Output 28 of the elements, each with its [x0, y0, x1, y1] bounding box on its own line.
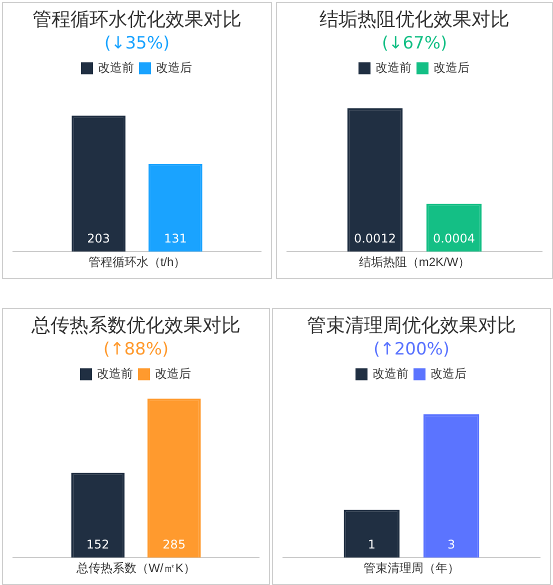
legend-label: 改造后	[430, 366, 466, 381]
chart-subtitle: (↓35%)	[104, 33, 170, 54]
chart-subtitle: (↓67%)	[382, 33, 448, 54]
x-axis-title: 结垢热阻（m2K/W）	[358, 255, 470, 270]
legend-label: 改造后	[434, 60, 470, 75]
x-axis-title: 管程循环水（t/h）	[88, 255, 186, 270]
legend-label: 改造前	[97, 366, 133, 381]
data-label: 131	[164, 232, 187, 246]
chart-subtitle: (↑200%)	[373, 339, 450, 360]
data-label: 0.0012	[354, 232, 396, 246]
x-axis-title: 管束清理周（年）	[364, 561, 460, 576]
chart-subtitle: (↑88%)	[103, 339, 169, 360]
data-label: 203	[87, 232, 110, 246]
data-label: 152	[86, 538, 110, 552]
legend-label: 改造后	[155, 366, 191, 381]
chart-title: 管束清理周优化效果对比	[307, 314, 516, 336]
chart-title: 总传热系数优化效果对比	[30, 314, 240, 336]
data-label: 285	[162, 538, 186, 552]
x-axis-title: 总传热系数（W/㎡K）	[76, 561, 196, 576]
data-label: 0.0004	[433, 232, 476, 246]
legend-label: 改造前	[376, 60, 412, 75]
legend-label: 改造后	[156, 60, 192, 75]
data-label: 3	[448, 538, 456, 552]
chart-title: 管程循环水优化效果对比	[32, 8, 242, 30]
legend-label: 改造前	[98, 60, 134, 75]
data-label: 1	[368, 538, 376, 552]
legend-label: 改造前	[372, 366, 408, 381]
chart-title: 结垢热阻优化效果对比	[320, 8, 510, 30]
